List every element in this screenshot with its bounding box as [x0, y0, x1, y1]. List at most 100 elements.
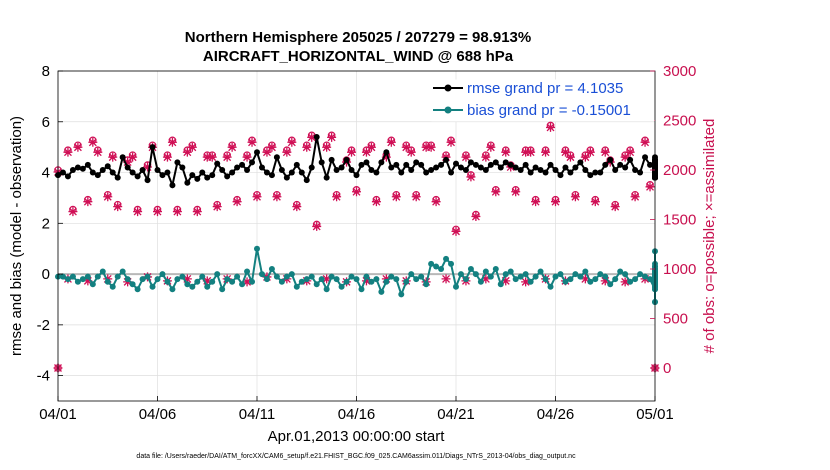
bias-point-96	[532, 273, 539, 280]
bias-point-56	[333, 276, 340, 283]
bias-point-49	[298, 278, 305, 285]
bias-point-22	[164, 278, 171, 285]
obs-assimilated-point-18	[167, 137, 177, 147]
obs-assimilated-point-50	[381, 152, 391, 162]
obs-assimilated-point-40	[312, 221, 322, 231]
y-right-tick-label-2: 1000	[663, 261, 696, 278]
rmse-point-91	[507, 161, 514, 168]
obs-assimilated-point-20	[182, 147, 192, 157]
obs-bias-count-point-21	[481, 274, 491, 284]
obs-assimilated-point-5	[83, 197, 93, 207]
obs-assimilated-point-57	[426, 142, 436, 152]
bias-point-85	[477, 278, 484, 285]
bias-point-30	[204, 283, 211, 290]
y-right-tick-label-6: 3000	[663, 63, 696, 80]
obs-assimilated-point-80	[580, 152, 590, 162]
obs-assimilated-point-78	[565, 152, 575, 162]
obs-assimilated-point-48	[366, 142, 376, 152]
rmse-point-68	[393, 161, 400, 168]
bias-point-110	[602, 273, 609, 280]
bias-point-87	[487, 273, 494, 280]
rmse-point-74	[423, 169, 430, 176]
obs-assimilated-point-29	[242, 152, 252, 162]
obs-assimilated-point-68	[501, 147, 511, 157]
bias-point-23	[169, 286, 176, 293]
bias-point-89	[497, 281, 504, 288]
bias-point-88	[492, 266, 499, 272]
x-tick-label-5: 04/26	[537, 406, 575, 423]
bias-point-50	[303, 276, 310, 283]
rmse-point-104	[572, 164, 579, 171]
obs-assimilated-point-72	[526, 147, 536, 157]
rmse-point-83	[467, 159, 474, 166]
bias-point-58	[343, 278, 350, 285]
bias-point-103	[567, 276, 574, 283]
obs-assimilated-point-6	[88, 137, 98, 147]
rmse-point-49	[298, 169, 305, 176]
rmse-point-111	[607, 156, 614, 163]
rmse-point-66	[383, 149, 390, 156]
rmse-point-5	[79, 165, 86, 172]
rmse-point-92	[512, 164, 519, 171]
chart-subtitle: AIRCRAFT_HORIZONTAL_WIND @ 688 hPa	[203, 48, 514, 65]
obs-assimilated-point-38	[302, 142, 312, 152]
legend-bias-label: bias grand pr = -0.15001	[467, 102, 631, 119]
data-file-footnote: data file: /Users/raeder/DAI/ATM_forcXX/…	[136, 453, 576, 460]
bias-point-109	[597, 271, 604, 278]
obs-assimilated-point-10	[113, 202, 123, 212]
obs-bias-count-point-28	[620, 277, 630, 287]
obs-assimilated-point-60	[446, 137, 456, 147]
legend-box	[431, 79, 655, 122]
bias-point-78	[443, 255, 450, 262]
rmse-point-106	[582, 167, 589, 173]
bias-point-18	[144, 273, 151, 280]
rmse-point-46	[283, 174, 290, 181]
bias-point-115	[627, 278, 634, 285]
rmse-point-75	[428, 167, 435, 173]
bias-point-6	[84, 273, 91, 280]
rmse-point-115	[627, 156, 634, 163]
bias-point-65	[378, 288, 385, 295]
rmse-point-78	[443, 156, 450, 163]
obs-assimilated-point-12	[128, 152, 138, 162]
bias-point-79	[448, 260, 455, 267]
rmse-point-84	[472, 161, 479, 168]
x-tick-label-4: 04/21	[437, 406, 475, 423]
obs-bias-count-point-9	[242, 277, 252, 287]
x-tick-label-0: 04/01	[39, 406, 77, 423]
y-right-tick-label-0: 0	[663, 360, 671, 377]
bias-point-31	[209, 278, 216, 285]
rmse-point-113	[617, 161, 624, 168]
bias-point-70	[403, 278, 410, 285]
bias-point-62	[363, 273, 370, 280]
rmse-point-18	[144, 177, 151, 184]
rmse-point-94	[522, 161, 529, 168]
rmse-point-116	[632, 167, 639, 173]
rmse-point-39	[249, 159, 256, 166]
bias-point-16	[134, 286, 141, 293]
obs-assimilated-point-31	[252, 192, 262, 202]
bias-point-32	[214, 271, 221, 278]
rmse-point-63	[368, 167, 375, 173]
rmse-point-65	[378, 159, 385, 166]
bias-point-28	[194, 278, 201, 285]
legend-bias-marker	[444, 106, 452, 114]
rmse-point-81	[457, 164, 464, 171]
bias-point-119	[647, 276, 654, 283]
legend-rmse-label: rmse grand pr = 4.1035	[467, 80, 623, 97]
bias-point-40	[254, 245, 260, 252]
obs-assimilated-point-33	[267, 142, 277, 152]
bias-point-80	[453, 283, 459, 290]
bias-point-12	[114, 273, 121, 280]
bias-point-84	[472, 271, 479, 278]
obs-assimilated-point-63	[466, 172, 476, 182]
bias-point-69	[398, 291, 405, 298]
rmse-point-38	[244, 167, 251, 173]
bias-point-76	[433, 263, 440, 270]
rmse-point-82	[462, 167, 469, 173]
obs-assimilated-point-37	[292, 202, 302, 212]
obs-assimilated-point-53	[401, 142, 411, 152]
bias-point-99	[547, 283, 554, 290]
rmse-point-60	[353, 172, 360, 179]
bias-point-3	[69, 273, 76, 280]
